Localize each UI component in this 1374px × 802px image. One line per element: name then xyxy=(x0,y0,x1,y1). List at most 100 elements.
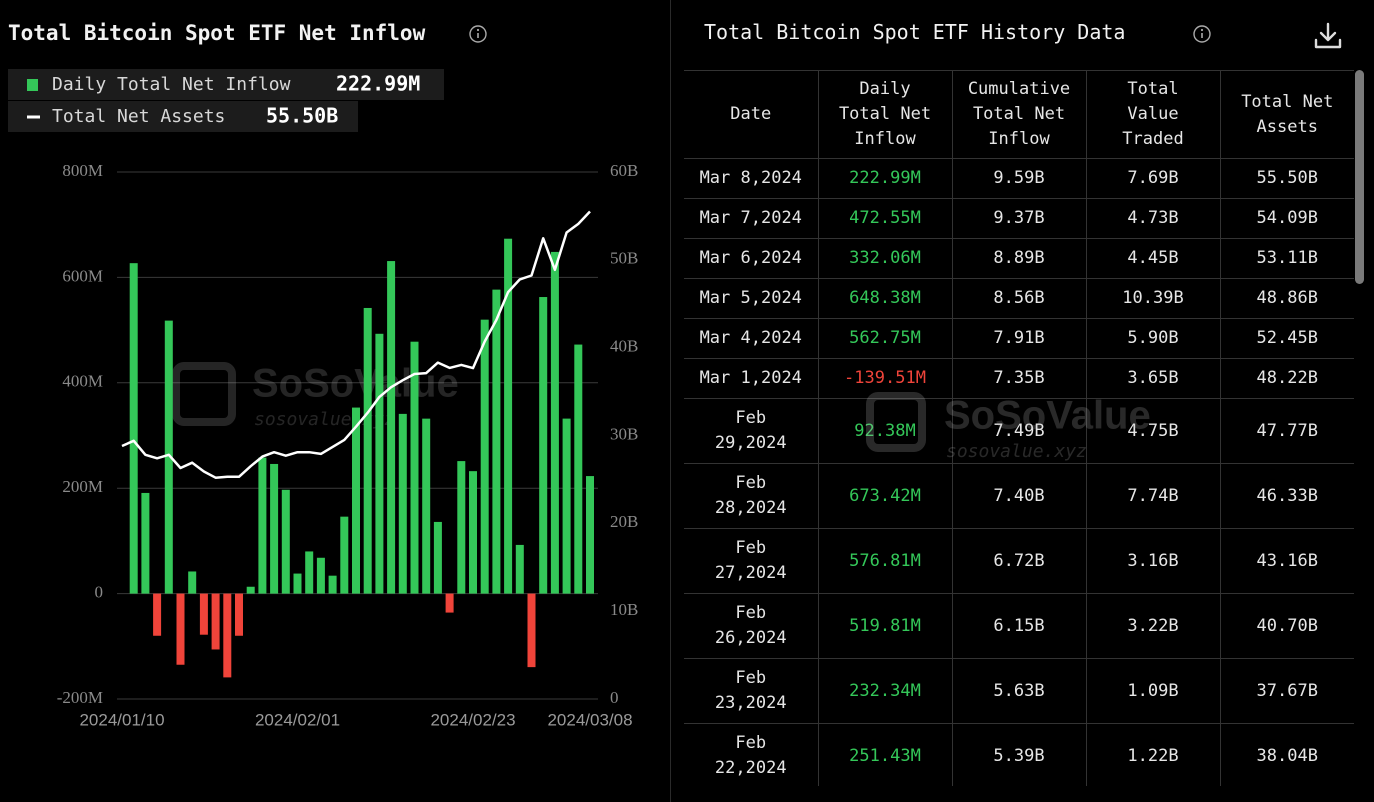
bar xyxy=(504,238,513,594)
table-cell: Feb 27,2024 xyxy=(684,528,819,594)
bar xyxy=(352,407,360,594)
table-cell: 9.37B xyxy=(951,198,1087,239)
table-cell: 8.89B xyxy=(951,238,1087,279)
table-cell: 8.56B xyxy=(951,278,1087,319)
table-cell: 10.39B xyxy=(1085,278,1221,319)
table-cell: 332.06M xyxy=(817,238,953,279)
bar xyxy=(375,333,384,594)
scrollbar[interactable] xyxy=(1355,70,1364,284)
legend-label: Daily Total Net Inflow xyxy=(52,74,291,95)
table-cell: 519.81M xyxy=(817,593,953,659)
watermark-name: SoSoValue xyxy=(252,362,459,406)
history-table: Date Daily Total Net Inflow Cumulative Tot… xyxy=(684,70,1354,786)
bar xyxy=(211,593,220,650)
bar xyxy=(293,573,302,594)
table-cell: 673.42M xyxy=(817,463,953,529)
bar xyxy=(270,463,279,594)
table-cell: 48.22B xyxy=(1219,358,1354,399)
bar xyxy=(445,593,454,613)
table-cell: Mar 8,2024 xyxy=(684,158,819,199)
x-tick-label: 2024/01/10 xyxy=(79,710,164,729)
legend-box xyxy=(8,69,444,100)
table-row: Mar 4,2024 562.75M 7.91B 5.90B 52.45B xyxy=(684,318,1354,359)
table-cell: 7.74B xyxy=(1085,463,1221,529)
table-cell: 251.43M xyxy=(817,723,953,786)
bar xyxy=(316,557,325,594)
bar xyxy=(223,593,232,678)
table-cell: 46.33B xyxy=(1219,463,1354,529)
table-cell: 7.35B xyxy=(951,358,1087,399)
table-cell: Feb 22,2024 xyxy=(684,723,819,786)
column-header: Total Net Assets xyxy=(1219,70,1354,159)
table-cell: 232.34M xyxy=(817,658,953,724)
table-cell: Mar 1,2024 xyxy=(684,358,819,399)
bar xyxy=(480,319,489,594)
info-icon xyxy=(1193,25,1211,43)
bar xyxy=(550,251,559,594)
legend-swatch xyxy=(27,79,38,91)
bar xyxy=(340,516,349,594)
table-cell: 1.22B xyxy=(1085,723,1221,786)
table-cell: Feb 23,2024 xyxy=(684,658,819,724)
table-row: Mar 5,2024 648.38M 8.56B 10.39B 48.86B xyxy=(684,278,1354,319)
bar xyxy=(258,457,267,594)
table-cell: 9.59B xyxy=(951,158,1087,199)
bar xyxy=(586,476,594,594)
table-row: Feb 22,2024 251.43M 5.39B 1.22B 38.04B xyxy=(684,723,1354,786)
legend-box xyxy=(8,101,358,132)
bar xyxy=(422,418,431,594)
info-icon xyxy=(469,25,487,43)
chart: Total Bitcoin Spot ETF Net Inflow SoSoVa… xyxy=(8,21,638,729)
table-cell: 4.45B xyxy=(1085,238,1221,279)
bar xyxy=(562,418,571,594)
legend-value: 55.50B xyxy=(266,104,338,128)
table-cell: 40.70B xyxy=(1219,593,1354,659)
table-cell: 7.49B xyxy=(951,398,1087,464)
y2-tick-label: 40B xyxy=(610,337,638,356)
legend-label: Total Net Assets xyxy=(52,106,225,127)
y2-tick-label: 20B xyxy=(610,512,638,531)
table-row: Feb 29,2024 92.38M 7.49B 4.75B 47.77B xyxy=(684,398,1354,464)
column-header: Cumulative Total Net Inflow xyxy=(951,70,1087,159)
column-header: Date xyxy=(684,70,819,159)
y2-tick-label: 10B xyxy=(610,600,638,619)
table-cell: -139.51M xyxy=(817,358,953,399)
table-cell: 7.69B xyxy=(1085,158,1221,199)
y-tick-label: 600M xyxy=(62,266,103,285)
table-row: Mar 1,2024 -139.51M 7.35B 3.65B 48.22B xyxy=(684,358,1354,399)
table-cell: 6.72B xyxy=(951,528,1087,594)
table-cell: Mar 4,2024 xyxy=(684,318,819,359)
table-cell: 562.75M xyxy=(817,318,953,359)
column-header: Daily Total Net Inflow xyxy=(817,70,953,159)
table-cell: 648.38M xyxy=(817,278,953,319)
table-cell: 54.09B xyxy=(1219,198,1354,239)
table-cell: 5.39B xyxy=(951,723,1087,786)
table-cell: 3.65B xyxy=(1085,358,1221,399)
bar xyxy=(387,261,396,594)
table-cell: 5.90B xyxy=(1085,318,1221,359)
table-row: Feb 23,2024 232.34M 5.63B 1.09B 37.67B xyxy=(684,658,1354,724)
legend-value: 222.99M xyxy=(336,72,420,96)
bar xyxy=(188,571,197,594)
download-button[interactable] xyxy=(1312,20,1344,52)
table-cell: 7.40B xyxy=(951,463,1087,529)
table-cell: Feb 26,2024 xyxy=(684,593,819,659)
bar xyxy=(492,289,501,594)
table-cell: 38.04B xyxy=(1219,723,1354,786)
table-row: Feb 28,2024 673.42M 7.40B 7.74B 46.33B xyxy=(684,463,1354,529)
y-tick-label: 200M xyxy=(62,477,103,496)
table-cell: 5.63B xyxy=(951,658,1087,724)
y-tick-label: -200M xyxy=(57,688,103,707)
x-tick-label: 2024/03/08 xyxy=(547,710,632,729)
table-cell: 48.86B xyxy=(1219,278,1354,319)
bar xyxy=(433,521,442,594)
x-tick-label: 2024/02/23 xyxy=(430,710,515,729)
table-cell: 3.22B xyxy=(1085,593,1221,659)
table-cell: 222.99M xyxy=(817,158,953,199)
bar xyxy=(574,344,583,594)
bar xyxy=(328,575,337,594)
chart-title: Total Bitcoin Spot ETF Net Inflow xyxy=(8,21,426,45)
table-cell: 3.16B xyxy=(1085,528,1221,594)
bar xyxy=(539,297,548,594)
bar xyxy=(153,593,162,636)
